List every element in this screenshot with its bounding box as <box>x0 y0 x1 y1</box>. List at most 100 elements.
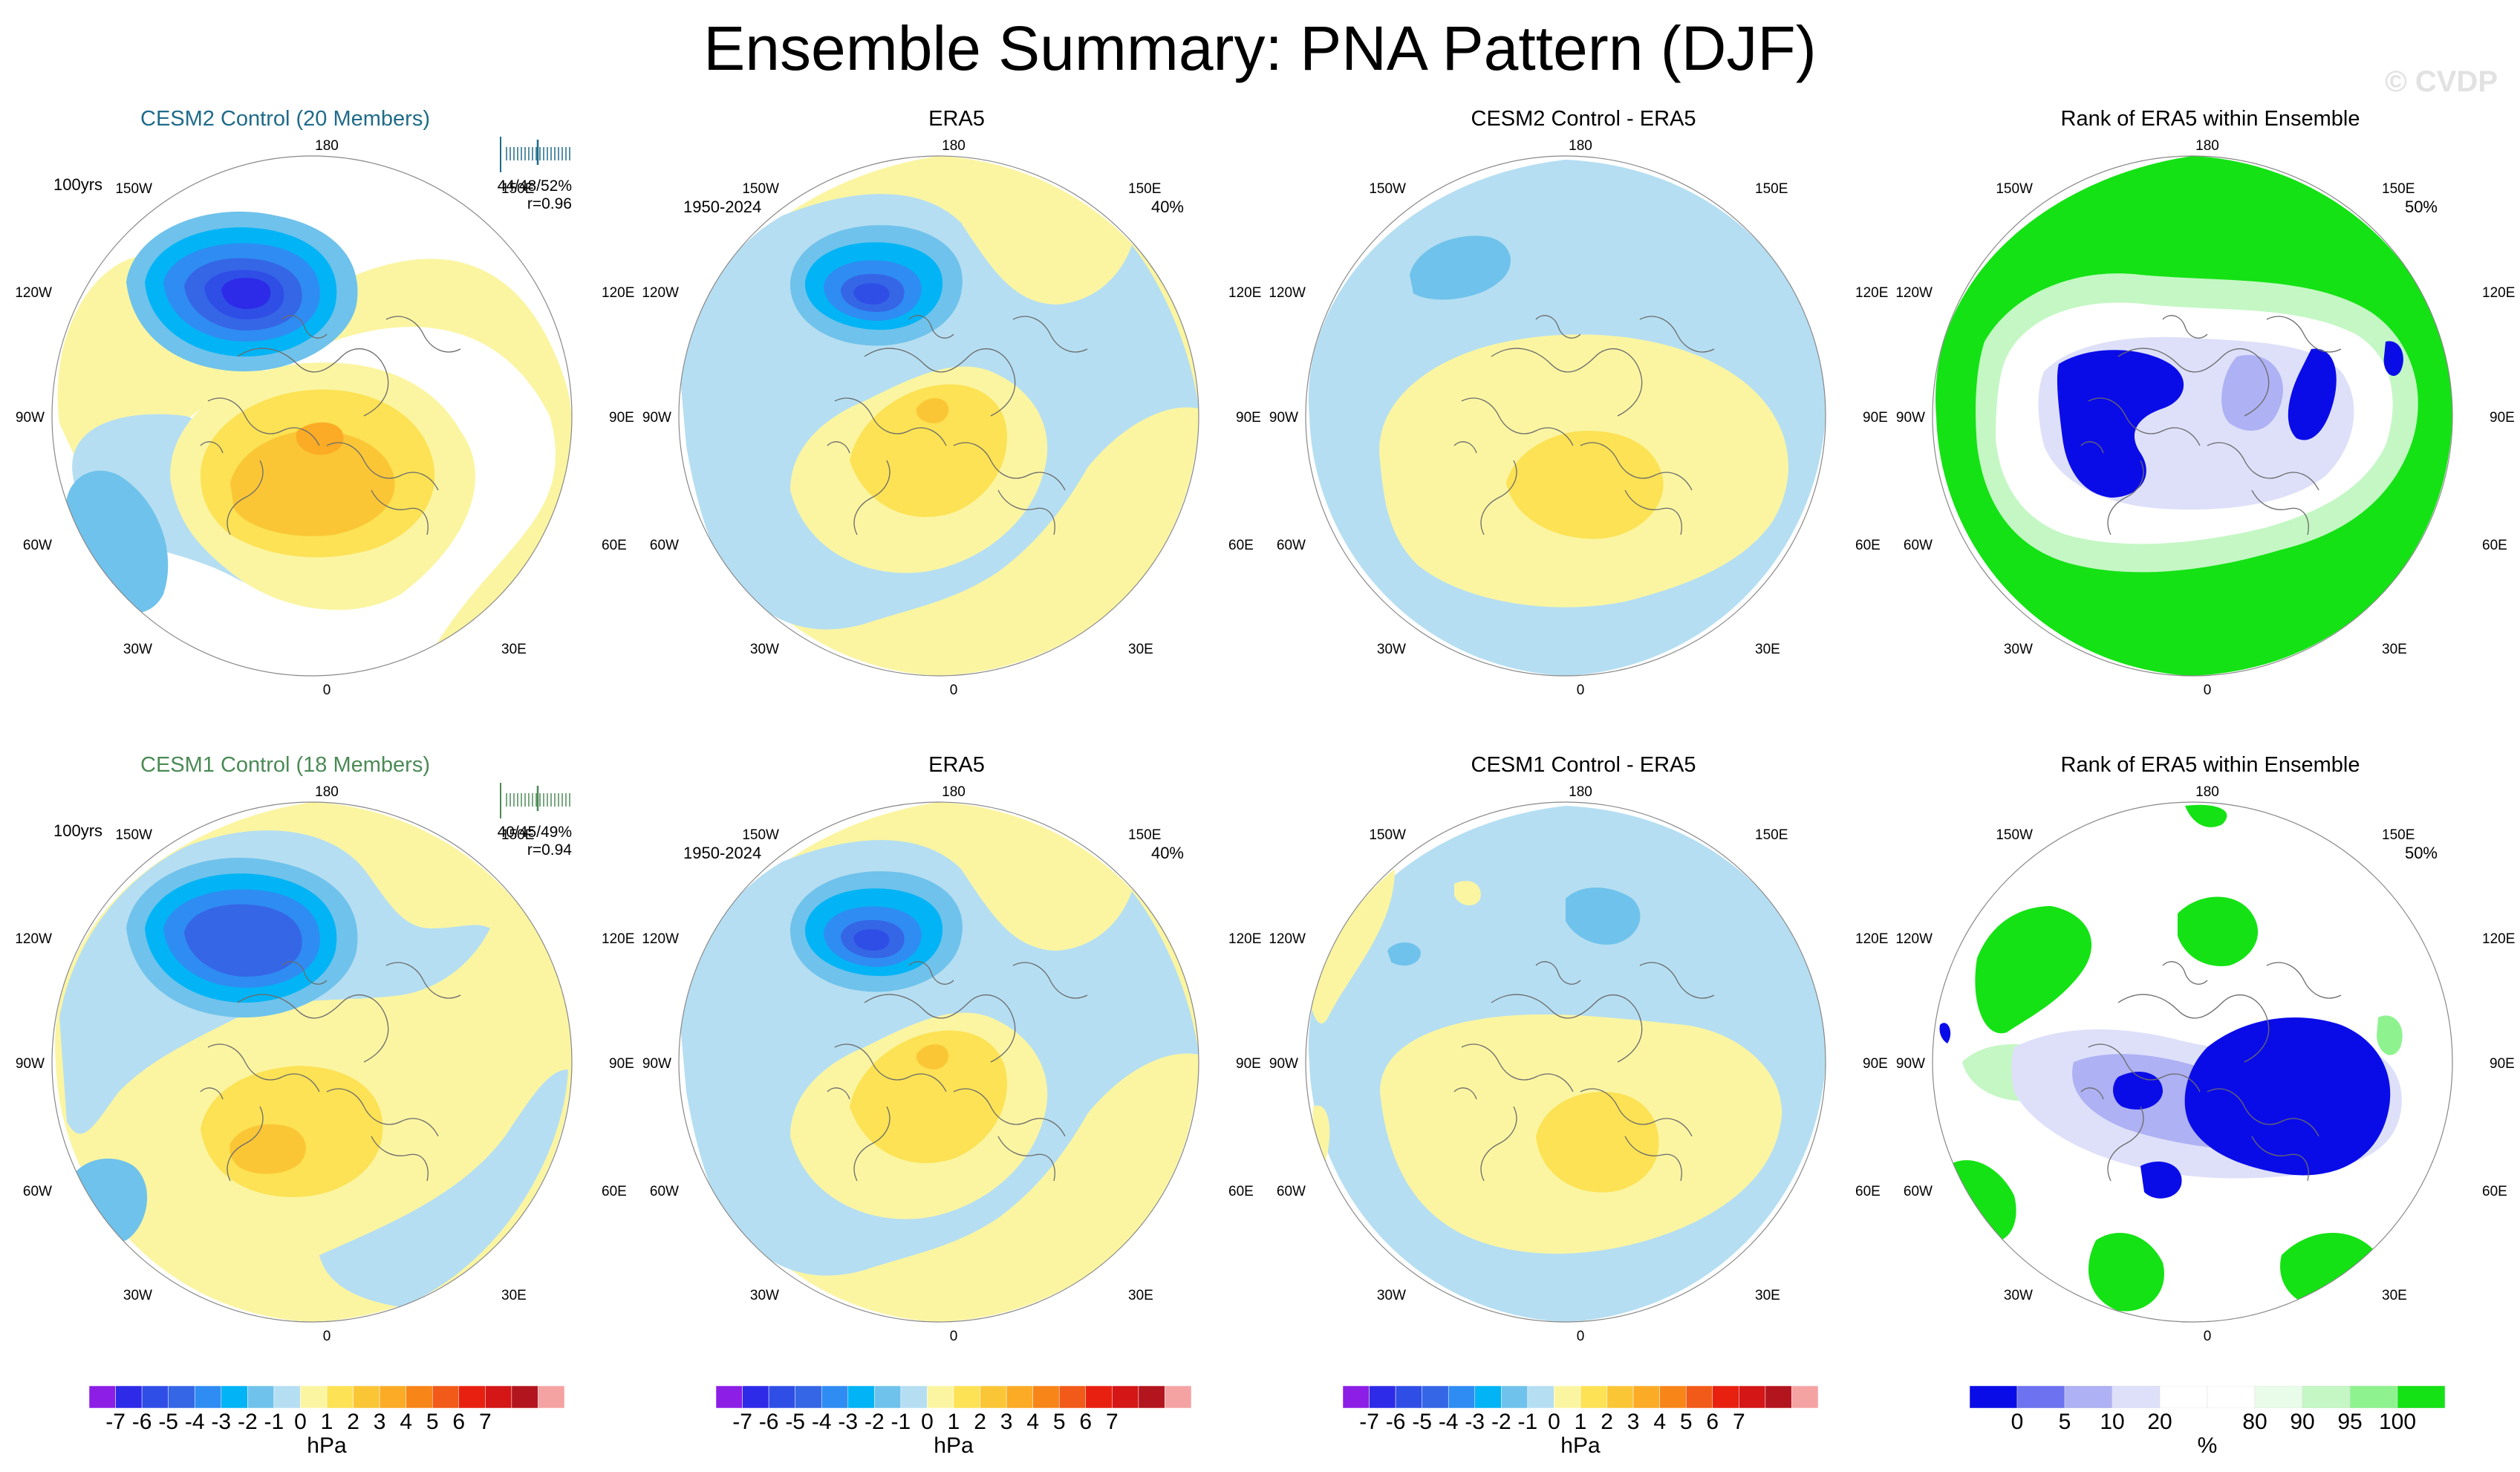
contour-field <box>1308 160 1826 676</box>
panel-obs-row2: ERA5 180 0 150W 150E 120W 120E 90W 90E 60W 60E 30W 3… <box>642 750 1272 1396</box>
contour-region <box>1975 906 2092 1034</box>
lon-label-60w: 60W <box>23 1184 52 1199</box>
contour-region <box>1309 869 1395 1024</box>
lon-label-120e: 120E <box>1228 931 1261 947</box>
colorbar-tick: -4 <box>1438 1410 1459 1434</box>
variance-stats: 44/48/52% <box>497 178 572 195</box>
lon-label-180: 180 <box>315 138 339 154</box>
contour-field <box>57 211 572 654</box>
colorbar-swatch <box>1422 1385 1449 1409</box>
lon-label-30w: 30W <box>1377 1288 1406 1303</box>
colorbar-swatch <box>221 1385 248 1409</box>
colorbar-swatch <box>432 1385 460 1409</box>
panel-model-row2: CESM1 Control (18 Members) 180 0 150W 150E 12… <box>15 750 645 1396</box>
colorbar-tick: 3 <box>1627 1410 1640 1434</box>
colorbar-swatch <box>768 1385 795 1409</box>
colorbar-swatch <box>1395 1385 1422 1409</box>
contour-region <box>2184 1017 2391 1176</box>
lon-label-120w: 120W <box>642 931 679 947</box>
contour-region <box>1387 942 1421 966</box>
colorbar-swatch <box>1659 1385 1687 1409</box>
lon-label-30e: 30E <box>1755 1288 1780 1303</box>
lon-label-150e: 150E <box>1128 827 1161 843</box>
colorbar-tick: 2 <box>974 1410 986 1434</box>
colorbar-swatch <box>1765 1385 1792 1409</box>
colorbar-obs <box>715 1385 1192 1412</box>
colorbar-swatch <box>115 1385 143 1409</box>
colorbar-tick: 80 <box>2242 1410 2267 1434</box>
contour-field <box>680 156 1199 676</box>
lon-label-120e: 120E <box>1855 285 1888 301</box>
contour-region <box>184 904 302 977</box>
variance-stats: 40/45/49% <box>497 824 572 841</box>
colorbar-swatch <box>511 1385 538 1409</box>
colorbar-swatch <box>1165 1385 1192 1409</box>
panel-model-row1: CESM2 Control (20 Members) 180 0 150W 150E 12… <box>15 104 645 750</box>
colorbar-tick: -3 <box>838 1410 859 1434</box>
lon-label-150w: 150W <box>1996 181 2033 197</box>
colorbar-tick: -3 <box>211 1410 232 1434</box>
colorbar-swatch <box>821 1385 849 1409</box>
colorbar-tick: 6 <box>1706 1410 1719 1434</box>
colorbar-swatch <box>2016 1385 2065 1409</box>
colorbar-swatch <box>1342 1385 1370 1409</box>
colorbar-swatch <box>900 1385 928 1409</box>
colorbar-tick: 3 <box>373 1410 386 1434</box>
contour-region <box>1536 1092 1659 1193</box>
lon-label-120e: 120E <box>2482 285 2515 301</box>
coastlines <box>827 961 1088 1182</box>
colorbar-tick: -5 <box>158 1410 178 1434</box>
lon-label-60e: 60E <box>2482 538 2507 553</box>
colorbar-tick: 1 <box>1574 1410 1587 1434</box>
colorbar-swatch <box>326 1385 354 1409</box>
colorbar-swatch <box>1112 1385 1139 1409</box>
contour-field <box>680 802 1199 1322</box>
panel-title: CESM1 Control - ERA5 <box>1471 753 1696 777</box>
colorbar-diff <box>1342 1385 1819 1412</box>
colorbar-tick: 7 <box>478 1410 492 1434</box>
panel-rank-row2: Rank of ERA5 within Ensemble 180 0 150W 150E… <box>1895 750 2520 1396</box>
lon-label-30e: 30E <box>2382 1288 2407 1303</box>
polar-map: 180 0 150W 150E 120W 120E 90W 90E 60W 60E 30W 30E <box>15 138 634 698</box>
coastlines <box>200 315 461 535</box>
contour-region <box>1939 1023 1951 1043</box>
lon-label-90w: 90W <box>1269 410 1298 426</box>
colorbar-rank-swatches <box>1969 1385 2446 1409</box>
watermark: © CVDP <box>2385 65 2498 98</box>
colorbar-swatch <box>980 1385 1007 1409</box>
lon-label-180: 180 <box>942 784 966 800</box>
colorbar-tick: 5 <box>1052 1410 1066 1434</box>
panel-title: Rank of ERA5 within Ensemble <box>2060 753 2360 777</box>
contour-region <box>67 1159 148 1243</box>
lon-label-90w: 90W <box>1896 1056 1925 1072</box>
colorbar-swatch <box>1527 1385 1554 1409</box>
colorbar-swatch <box>795 1385 822 1409</box>
lon-label-150e: 150E <box>501 827 534 843</box>
colorbar-swatch <box>1969 1385 2018 1409</box>
lon-label-90e: 90E <box>1863 410 1888 426</box>
lon-label-120w: 120W <box>15 931 52 947</box>
colorbar-tick: -3 <box>1465 1410 1485 1434</box>
panel-diff-row1: CESM2 Control - ERA5 180 0 150W 150E 120W 120E… <box>1269 104 1898 750</box>
colorbar-swatch <box>2397 1385 2446 1409</box>
lon-label-60w: 60W <box>1904 1184 1933 1199</box>
lon-label-0: 0 <box>2204 1329 2212 1344</box>
contour-region <box>2140 1162 2182 1199</box>
polar-map: 180 0 150W 150E 120W 120E 90W 90E 60W 60E 30W 30E <box>642 784 1261 1344</box>
colorbar-swatch <box>2254 1385 2303 1409</box>
colorbar-tick: 0 <box>2011 1410 2024 1434</box>
map-border <box>678 155 1199 677</box>
colorbar-swatch <box>1554 1385 1581 1409</box>
contour-region <box>2178 896 2259 966</box>
panel-title: ERA5 <box>928 107 985 131</box>
obs-variance-label: 40% <box>1150 198 1184 216</box>
panel-obs-row1: ERA5 180 0 150W 150E 120W 120E 90W 90E 60W 60E 30W 3… <box>642 104 1272 750</box>
lon-label-0: 0 <box>323 1329 331 1344</box>
lon-label-150w: 150W <box>115 181 152 197</box>
lon-label-60e: 60E <box>2482 1184 2507 1199</box>
panel-rank-row1: Rank of ERA5 within Ensemble 180 0 150W 150E… <box>1895 104 2520 750</box>
colorbar-swatch <box>2207 1385 2256 1409</box>
colorbar-tick: 95 <box>2337 1410 2363 1434</box>
lon-label-0: 0 <box>950 683 958 698</box>
colorbar-tick: 5 <box>2058 1410 2071 1434</box>
